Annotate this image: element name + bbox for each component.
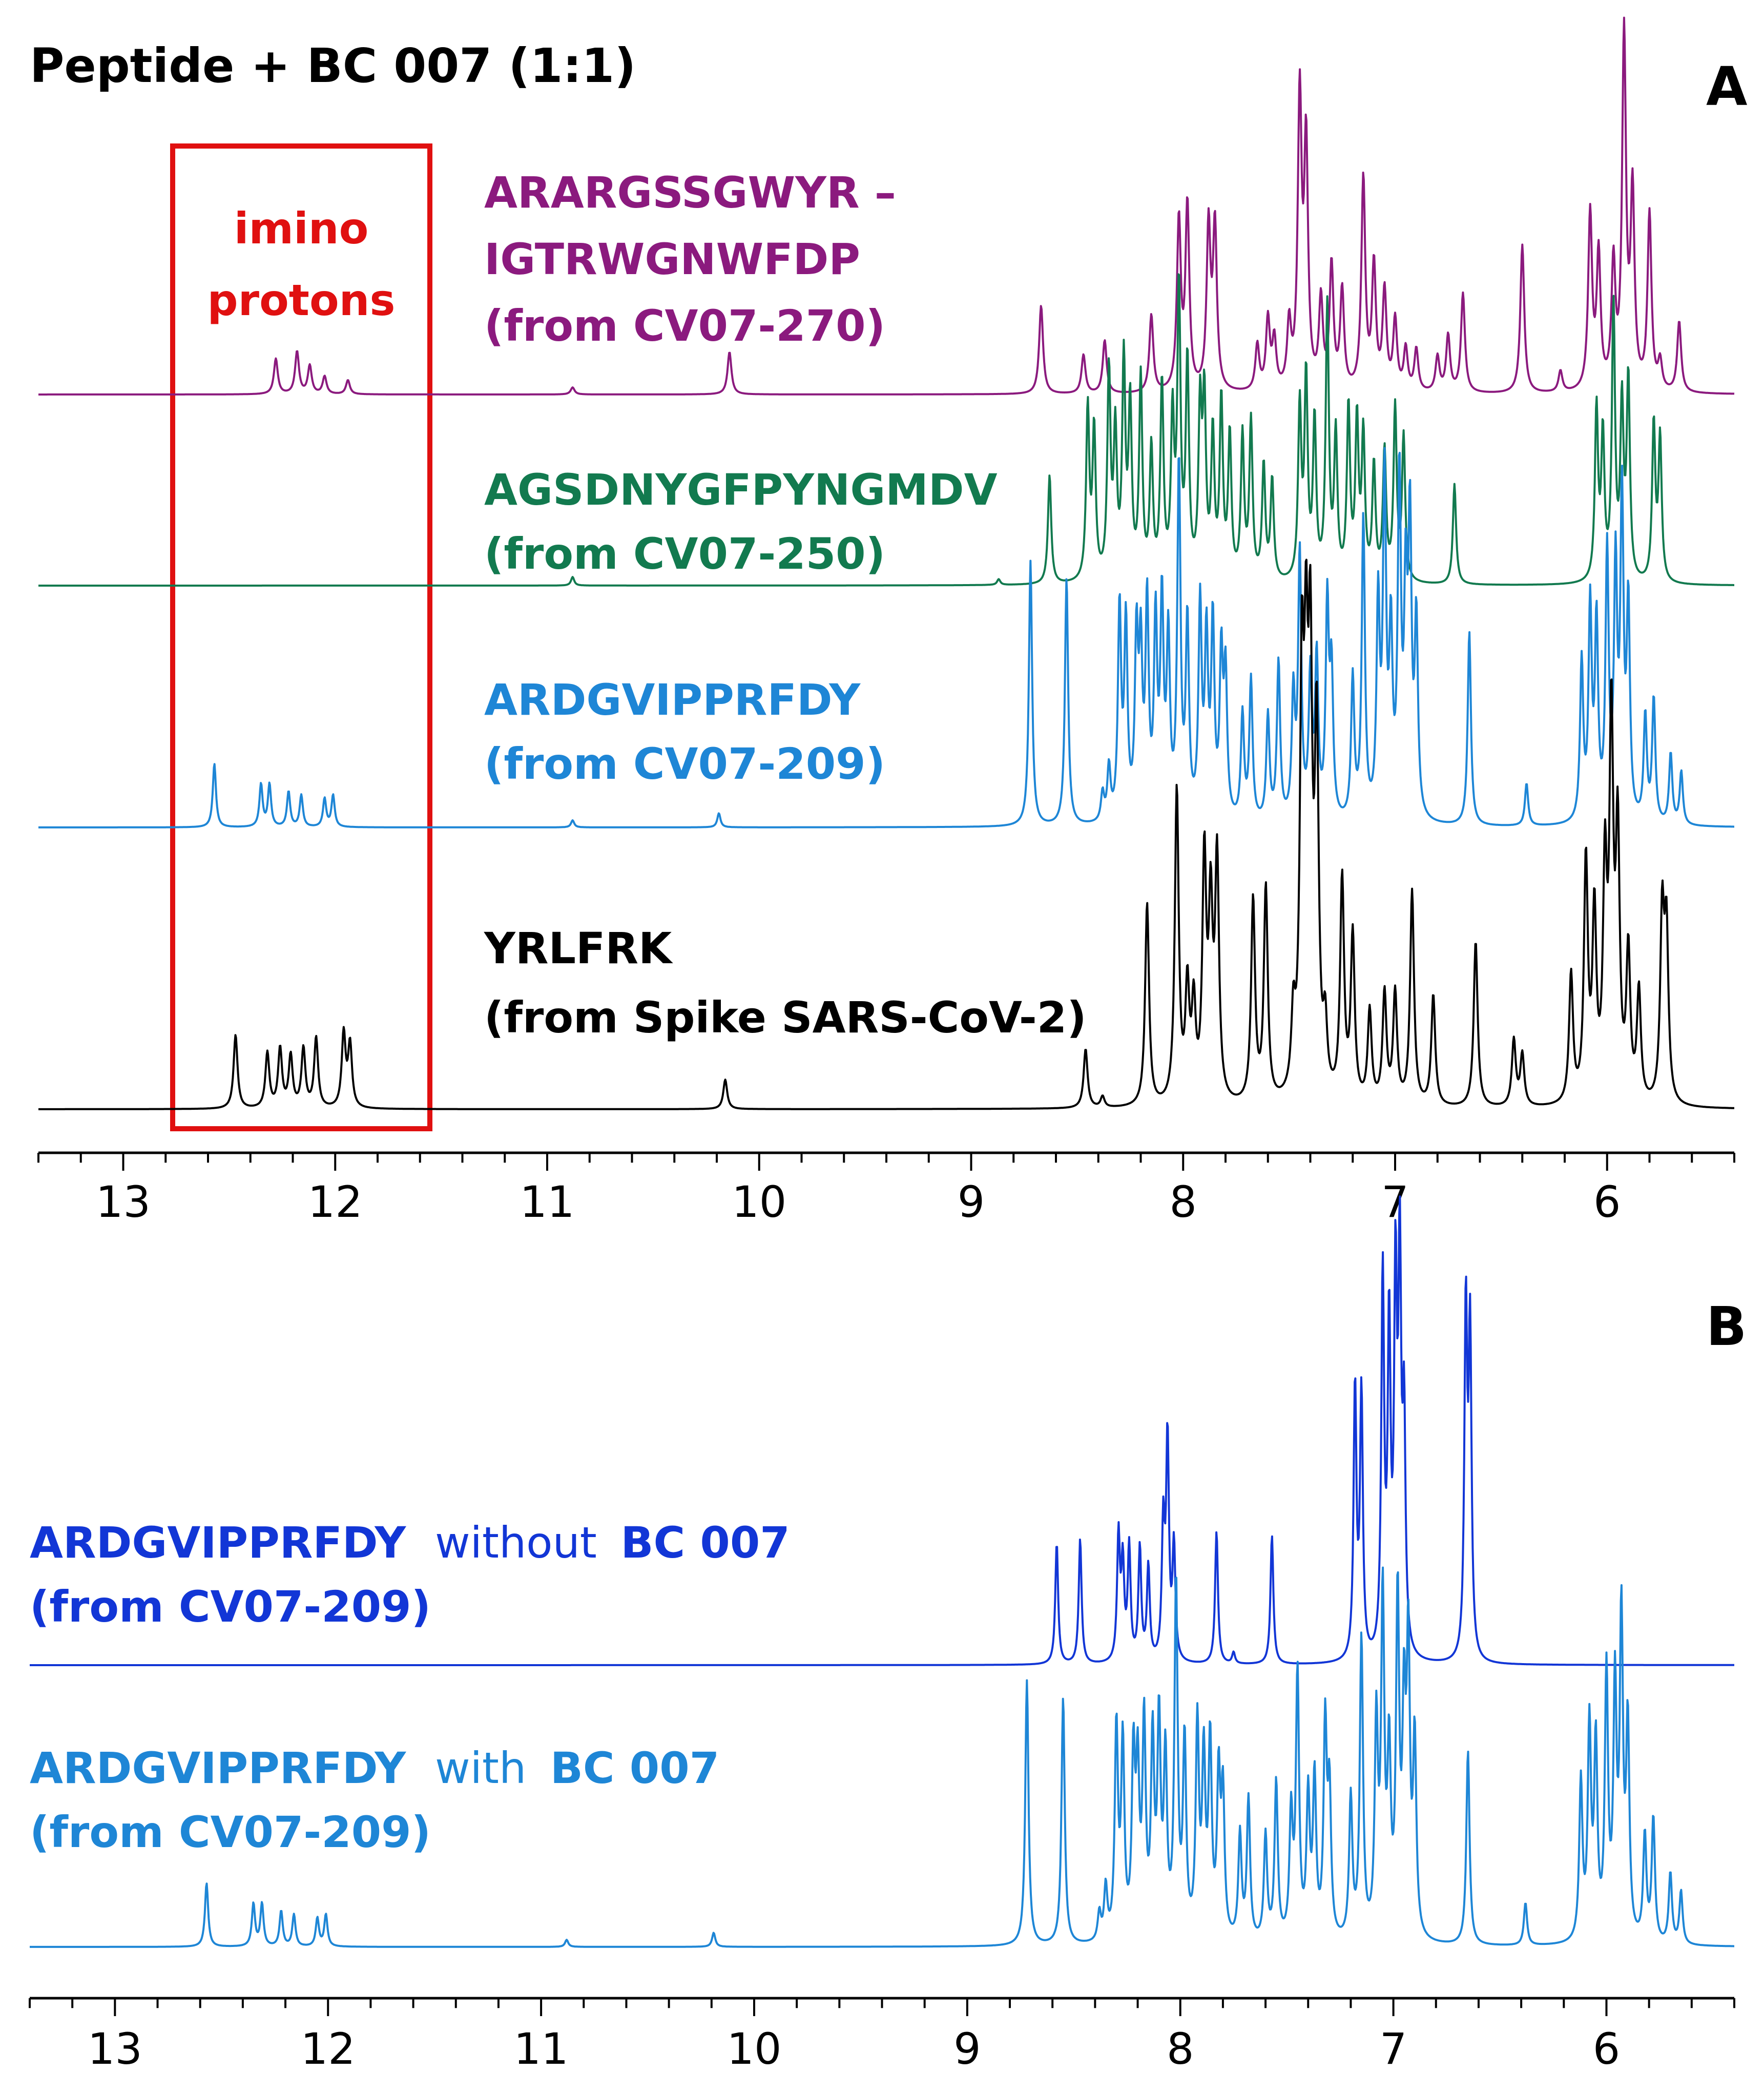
series-label-cv07-270-line3: (from CV07-270) bbox=[484, 301, 885, 351]
imino-label-line1: imino bbox=[234, 203, 369, 254]
series-label-b-with-line1: ARDGVIPPRFDY with BC 007 bbox=[30, 1743, 719, 1793]
panel-a-spectra bbox=[38, 16, 1735, 1110]
x-tick-label-a-6: 7 bbox=[1381, 1177, 1408, 1227]
series-label-b-with-line2: (from CV07-209) bbox=[30, 1807, 431, 1857]
panel-a-x-axis: 13 12 11 10 9 8 7 6 bbox=[37, 1151, 1735, 1227]
series-label-b-without-line1: ARDGVIPPRFDY without BC 007 bbox=[30, 1518, 790, 1568]
x-tick-label-b-1: 12 bbox=[301, 2024, 356, 2074]
x-tick-label-b-6: 7 bbox=[1380, 2024, 1407, 2074]
x-tick-label-b-5: 8 bbox=[1167, 2024, 1194, 2074]
x-tick-label-b-0: 13 bbox=[88, 2024, 142, 2074]
x-tick-label-a-2: 11 bbox=[520, 1177, 575, 1227]
x-tick-label-a-5: 8 bbox=[1170, 1177, 1197, 1227]
figure-title: Peptide + BC 007 (1:1) bbox=[30, 38, 636, 93]
x-tick-label-a-4: 9 bbox=[958, 1177, 985, 1227]
x-tick-label-a-0: 13 bbox=[96, 1177, 151, 1227]
spectrum-trace-a-2 bbox=[38, 447, 1735, 828]
series-label-b-without-seq: ARDGVIPPRFDY bbox=[30, 1518, 406, 1568]
series-label-yrlfrk-line1: YRLFRK bbox=[484, 923, 673, 973]
imino-label-line2: protons bbox=[207, 275, 396, 325]
panel-b-label: B bbox=[1706, 1295, 1747, 1358]
x-tick-label-b-4: 9 bbox=[953, 2024, 981, 2074]
panel-b-spectra bbox=[29, 1195, 1735, 1948]
x-tick-label-a-1: 12 bbox=[308, 1177, 363, 1227]
series-label-cv07-250-line2: (from CV07-250) bbox=[484, 529, 885, 579]
series-label-cv07-250-line1: AGSDNYGFPYNGMDV bbox=[484, 465, 998, 515]
x-tick-label-b-2: 11 bbox=[514, 2024, 569, 2074]
spectrum-trace-a-1 bbox=[38, 273, 1735, 587]
series-label-b-without-word: without bbox=[435, 1518, 597, 1568]
x-tick-label-a-7: 6 bbox=[1593, 1177, 1621, 1227]
x-tick-label-a-3: 10 bbox=[732, 1177, 786, 1227]
series-label-cv07-270-line1: ARARGSSGWYR – bbox=[484, 168, 896, 218]
series-label-cv07-209-line1: ARDGVIPPRFDY bbox=[484, 675, 861, 725]
series-label-yrlfrk-line2: (from Spike SARS-CoV-2) bbox=[484, 992, 1087, 1043]
spectrum-trace-b-1 bbox=[29, 1566, 1735, 1948]
spectrum-trace-a-0 bbox=[38, 16, 1735, 396]
spectrum-trace-b-0 bbox=[29, 1195, 1735, 1666]
x-tick-label-b-3: 10 bbox=[727, 2024, 782, 2074]
spectrum-trace-a-3 bbox=[38, 558, 1735, 1110]
series-label-b-with-seq: ARDGVIPPRFDY bbox=[30, 1743, 406, 1793]
series-label-b-without-bc: BC 007 bbox=[620, 1518, 790, 1568]
series-label-b-without-line2: (from CV07-209) bbox=[30, 1582, 431, 1632]
series-label-cv07-270-line2: IGTRWGNWFDP bbox=[484, 234, 860, 284]
imino-protons-box bbox=[170, 143, 432, 1131]
series-label-b-with-word: with bbox=[435, 1743, 526, 1793]
series-label-b-with-bc: BC 007 bbox=[550, 1743, 719, 1793]
panel-a-label: A bbox=[1706, 55, 1748, 118]
x-tick-label-b-7: 6 bbox=[1593, 2024, 1620, 2074]
series-label-cv07-209-line2: (from CV07-209) bbox=[484, 739, 885, 789]
panel-b-x-axis: 13 12 11 10 9 8 7 6 bbox=[29, 1997, 1735, 2074]
